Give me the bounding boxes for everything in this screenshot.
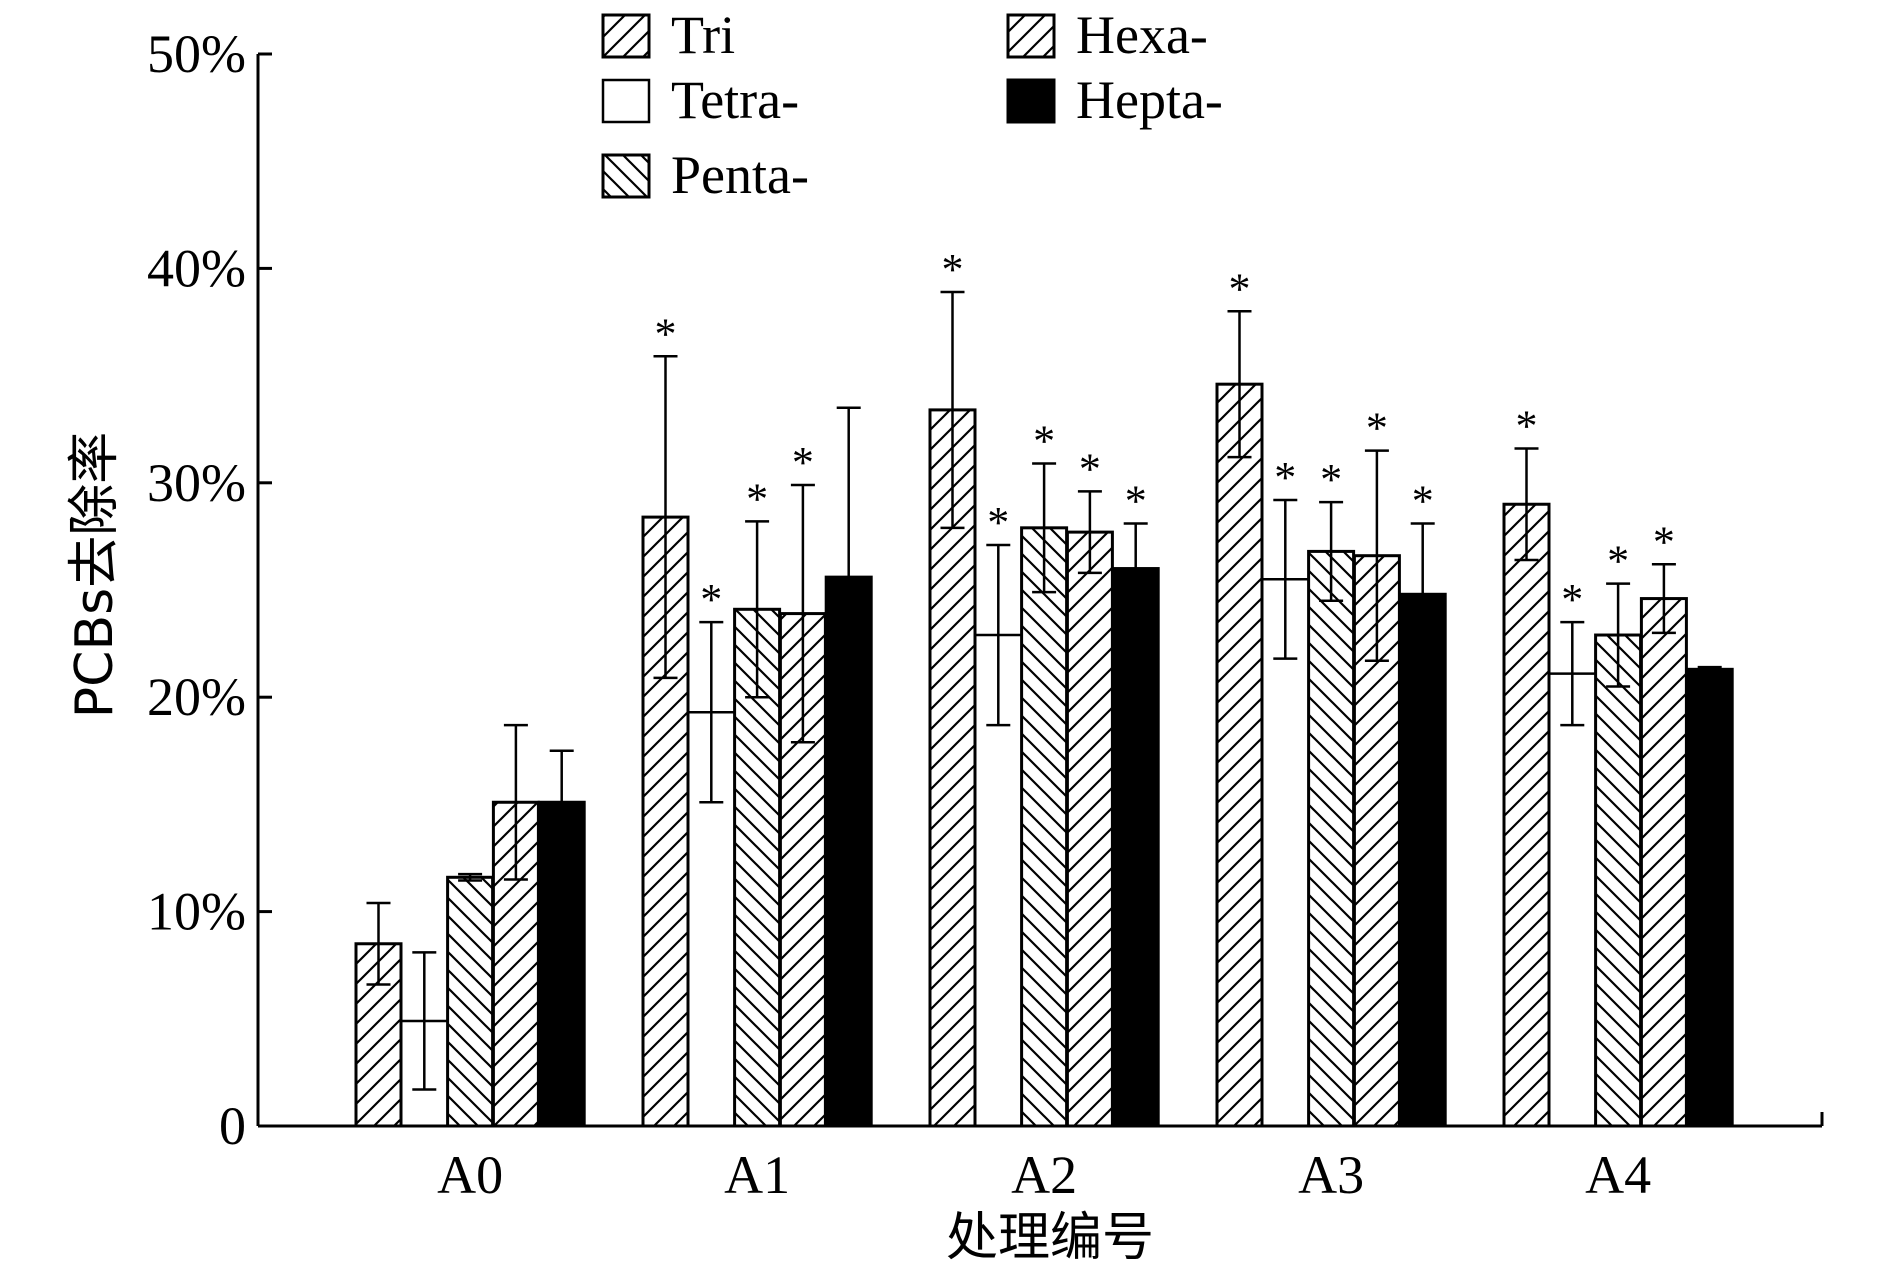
legend-swatch (601, 153, 651, 199)
significance-marker: * (700, 575, 722, 624)
bar (1639, 597, 1688, 1128)
legend-label: Hexa- (1076, 5, 1208, 65)
x-axis-title: 处理编号 (946, 1208, 1154, 1268)
legend-label: Tetra- (671, 70, 799, 130)
legend-swatch (601, 13, 651, 59)
significance-marker: * (1033, 417, 1055, 466)
significance-marker: * (1607, 537, 1629, 586)
bar (1307, 549, 1356, 1128)
bar (1685, 667, 1734, 1128)
significance-marker: * (1079, 444, 1101, 493)
bar (1065, 530, 1114, 1128)
legend-label: Penta- (671, 145, 809, 205)
bar (1502, 502, 1551, 1128)
bar (733, 607, 782, 1128)
y-axis-title: PCBs去除率 (65, 432, 125, 718)
bar (1215, 382, 1264, 1128)
significance-marker: * (655, 309, 677, 358)
x-tick-label: A1 (724, 1145, 790, 1205)
significance-marker: * (1561, 575, 1583, 624)
y-tick-label: 10% (147, 882, 246, 942)
significance-marker: * (987, 498, 1009, 547)
significance-marker: * (1412, 477, 1434, 526)
bars-group: * * * * * * * * * * * * * * * * * * (354, 245, 1734, 1128)
x-tick-label: A2 (1011, 1145, 1077, 1205)
legend-swatch (1006, 13, 1056, 59)
significance-marker: * (1653, 517, 1675, 566)
x-tick-label: A4 (1585, 1145, 1651, 1205)
significance-marker: * (1366, 404, 1388, 453)
significance-marker: * (942, 245, 964, 294)
y-tick-label: 50% (147, 24, 246, 84)
axes: 0 10% 20% 30% 40% 50% A0 A1 A2 A3 A4 (147, 24, 1824, 1205)
significance-marker: * (746, 474, 768, 523)
legend-label: Tri (671, 5, 735, 65)
significance-marker: * (1229, 264, 1251, 313)
y-tick-label: 30% (147, 453, 246, 513)
significance-marker: * (1274, 453, 1296, 502)
y-tick-label: 0 (219, 1096, 246, 1156)
bar (928, 408, 977, 1128)
x-tick-label: A0 (437, 1145, 503, 1205)
legend-swatch (1006, 78, 1056, 124)
y-tick-label: 20% (147, 667, 246, 727)
bar (446, 875, 495, 1128)
significance-marker: * (792, 438, 814, 487)
significance-marker: * (1516, 401, 1538, 450)
x-tick-label: A3 (1298, 1145, 1364, 1205)
legend-label: Hepta- (1076, 70, 1223, 130)
significance-marker: * (1320, 455, 1342, 504)
bar (1020, 526, 1069, 1128)
bar (1398, 592, 1447, 1128)
legend-swatch (601, 78, 651, 124)
bar (1594, 633, 1643, 1128)
y-tick-label: 40% (147, 238, 246, 298)
bar (1111, 567, 1160, 1128)
significance-marker: * (1125, 477, 1147, 526)
